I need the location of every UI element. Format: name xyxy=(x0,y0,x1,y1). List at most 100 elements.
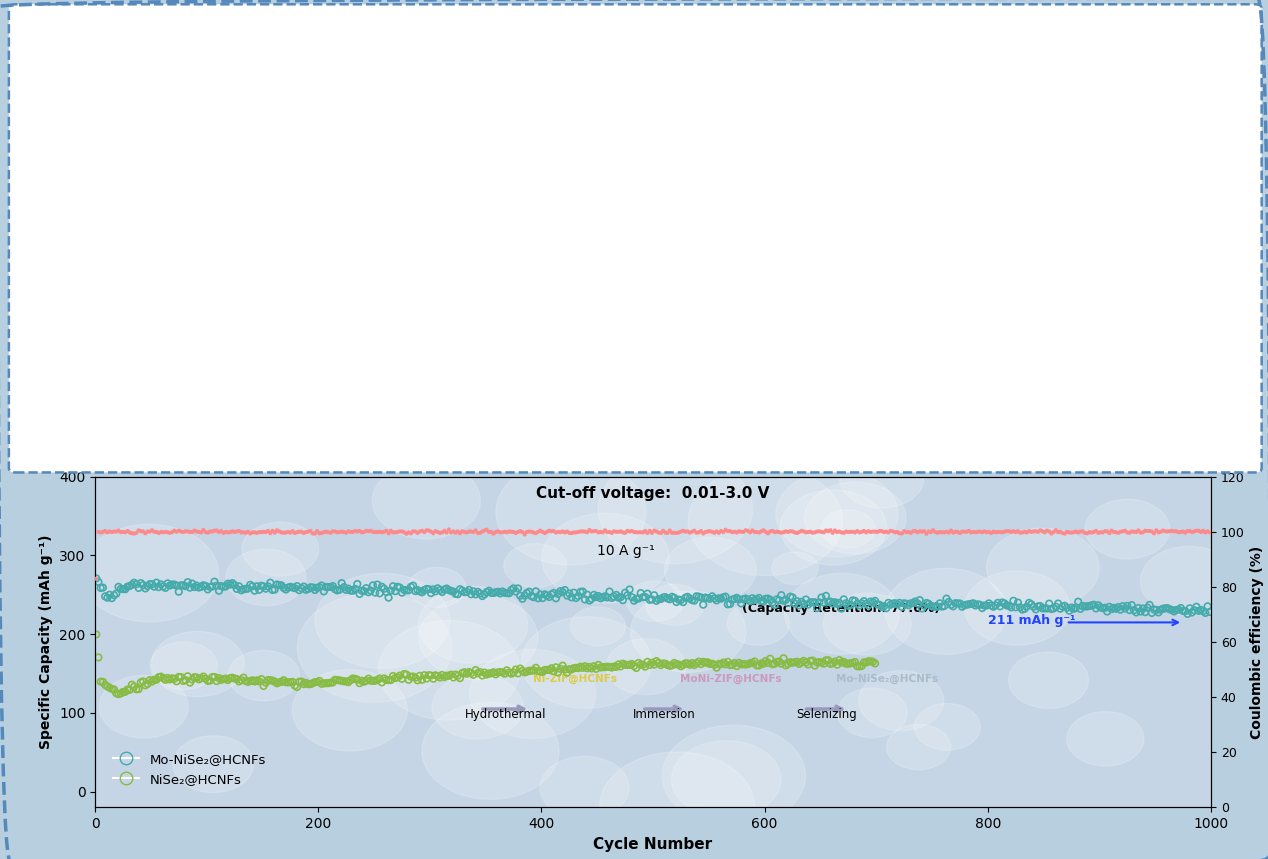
Point xyxy=(727,526,747,539)
Point xyxy=(146,673,166,686)
Point xyxy=(462,667,482,680)
Point xyxy=(606,588,626,602)
Point xyxy=(762,595,782,609)
Point xyxy=(852,525,872,539)
Point xyxy=(498,666,519,679)
Point xyxy=(1111,525,1131,539)
Text: Immersion: Immersion xyxy=(633,708,696,721)
Point xyxy=(477,667,497,681)
Point xyxy=(266,577,287,591)
Point xyxy=(322,525,342,539)
Point xyxy=(316,580,336,594)
Point xyxy=(330,583,350,597)
Point xyxy=(231,673,251,687)
Point xyxy=(488,585,508,599)
Point xyxy=(862,595,883,609)
Point xyxy=(741,656,761,670)
Point xyxy=(448,588,468,601)
Point xyxy=(427,525,448,539)
Point xyxy=(548,587,568,600)
Point xyxy=(1032,601,1052,615)
Point xyxy=(1097,525,1117,539)
Point xyxy=(93,581,113,594)
Point xyxy=(536,525,557,539)
Point xyxy=(853,594,874,608)
Point xyxy=(486,585,506,599)
Point xyxy=(356,673,377,687)
Point xyxy=(952,525,973,539)
Circle shape xyxy=(469,649,596,739)
Point xyxy=(838,599,858,612)
Point xyxy=(979,596,999,610)
Point xyxy=(492,666,512,679)
Point xyxy=(304,527,325,540)
Circle shape xyxy=(885,569,1007,655)
Point xyxy=(389,581,410,594)
Point xyxy=(495,586,515,600)
Text: Discharge: Discharge xyxy=(138,82,217,96)
Point xyxy=(659,659,680,673)
Point xyxy=(533,665,553,679)
Point xyxy=(517,665,538,679)
Point xyxy=(392,586,412,600)
Point xyxy=(157,526,178,539)
Point xyxy=(535,527,555,540)
Point xyxy=(295,525,316,539)
Point xyxy=(729,593,749,606)
Point xyxy=(1085,601,1106,615)
Point xyxy=(850,660,870,673)
Point xyxy=(1046,600,1066,613)
Point xyxy=(985,526,1006,539)
Point xyxy=(1170,525,1191,539)
Point xyxy=(891,527,912,540)
Point xyxy=(236,526,256,539)
Point xyxy=(747,526,767,539)
Circle shape xyxy=(418,586,527,663)
Point xyxy=(489,587,510,600)
Point xyxy=(280,580,301,594)
Point xyxy=(732,525,752,539)
Point xyxy=(1117,526,1137,539)
Point xyxy=(1088,526,1108,539)
Point xyxy=(785,655,805,669)
Point xyxy=(694,527,714,540)
Point xyxy=(858,655,879,668)
Circle shape xyxy=(378,620,520,720)
Point xyxy=(90,526,110,539)
Point xyxy=(512,664,533,678)
Point xyxy=(929,596,950,610)
Point xyxy=(794,525,814,539)
Point xyxy=(98,591,118,605)
Point xyxy=(1070,602,1090,616)
Point xyxy=(861,594,881,608)
Point xyxy=(462,525,482,539)
Point xyxy=(202,670,222,684)
Point xyxy=(782,656,803,670)
Point xyxy=(908,526,928,539)
Point xyxy=(852,596,872,610)
Point xyxy=(136,582,156,595)
Point xyxy=(1187,600,1207,613)
Point xyxy=(287,680,307,694)
Point xyxy=(354,675,374,689)
Point xyxy=(644,588,664,602)
Point xyxy=(976,599,997,612)
Point xyxy=(224,525,245,539)
Point xyxy=(372,526,392,539)
Point xyxy=(1061,526,1082,539)
Point xyxy=(430,526,450,539)
Point xyxy=(805,659,825,673)
Point xyxy=(630,586,650,600)
Point xyxy=(1017,600,1037,613)
Point xyxy=(1187,524,1207,538)
Point xyxy=(336,674,356,688)
Point xyxy=(823,597,843,611)
Point xyxy=(183,576,203,590)
Point xyxy=(836,657,856,671)
Point xyxy=(908,596,928,610)
Point xyxy=(544,586,564,600)
Point xyxy=(682,656,702,670)
Point xyxy=(618,588,638,602)
Point xyxy=(896,597,917,611)
Point xyxy=(1106,602,1126,616)
